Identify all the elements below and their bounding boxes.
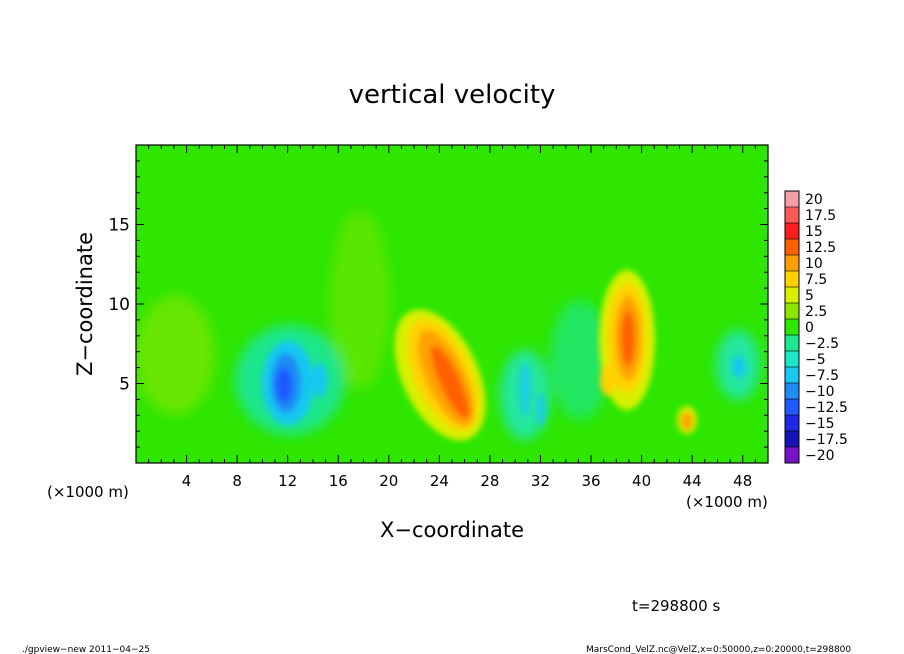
heatmap-pale-band-mid (330, 210, 390, 390)
colorbar-swatch (785, 239, 799, 256)
colorbar-swatch (785, 367, 799, 384)
colorbar-swatch (785, 271, 799, 288)
heatmap-downdraft-core (276, 367, 292, 403)
heatmap-cyan-halo-34 (550, 300, 610, 420)
x-tick-label: 48 (733, 472, 752, 490)
colorbar-label: −2.5 (805, 336, 839, 352)
x-tick-label: 28 (480, 472, 499, 490)
heatmap-downdraft-side (313, 362, 327, 398)
colorbar: 2017.51512.5107.552.50−2.5−5−7.5−10−12.5… (784, 190, 848, 464)
colorbar-swatch (785, 415, 799, 432)
heatmap-downdraft-47 (732, 356, 746, 378)
x-tick-label: 16 (329, 472, 348, 490)
colorbar-swatch (785, 191, 799, 208)
colorbar-swatch (785, 207, 799, 224)
colorbar-label: 15 (805, 224, 823, 240)
colorbar-label: 0 (805, 320, 814, 336)
colorbar-swatch (785, 399, 799, 416)
x-tick-label: 4 (182, 472, 192, 490)
heatmap-pale-band-left (136, 295, 215, 415)
heatmap-updraft-44-core (681, 412, 693, 430)
heatmap-updraft-24-core (430, 345, 470, 419)
x-tick-label: 24 (430, 472, 449, 490)
heatmap-field (136, 145, 768, 463)
x-tick-label: 20 (379, 472, 398, 490)
x-tick-label: 36 (581, 472, 600, 490)
y-axis-label: Z−coordinate (73, 232, 97, 376)
y-tick-label: 10 (108, 295, 130, 315)
colorbar-swatch (785, 255, 799, 272)
colorbar-label: −12.5 (805, 400, 848, 416)
colorbar-label: −5 (805, 352, 826, 368)
colorbar-label: 20 (805, 192, 823, 208)
x-axis-unit-right: (×1000 m) (686, 493, 768, 511)
colorbar-swatch (785, 303, 799, 320)
footer-right: MarsCond_VelZ.nc@VelZ,x=0:50000,z=0:2000… (586, 645, 851, 654)
colorbar-swatch (785, 383, 799, 400)
colorbar-label: 10 (805, 256, 823, 272)
colorbar-swatch (785, 287, 799, 304)
x-tick-label: 44 (683, 472, 702, 490)
axis-ticks (136, 145, 768, 463)
x-axis-label: X−coordinate (380, 518, 524, 542)
colorbar-label: −7.5 (805, 368, 839, 384)
x-tick-label: 40 (632, 472, 651, 490)
colorbar-label: −10 (805, 384, 835, 400)
colorbar-swatch (785, 431, 799, 448)
colorbar-label: −20 (805, 448, 835, 464)
y-tick-label: 15 (108, 216, 130, 236)
x-axis-unit-left: (×1000 m) (47, 483, 129, 501)
heatmap-updraft-37-side (600, 364, 616, 396)
heatmap-cyan-streak-30 (519, 364, 531, 416)
colorbar-label: −17.5 (805, 432, 848, 448)
x-tick-label: 8 (232, 472, 242, 490)
heatmap-updraft-39-core (621, 310, 635, 366)
footer-left: ./gpview−new 2011−04−25 (22, 645, 150, 654)
colorbar-swatch (785, 319, 799, 336)
colorbar-label: 17.5 (805, 208, 836, 224)
x-tick-label: 12 (278, 472, 297, 490)
time-annotation: t=298800 s (632, 597, 720, 615)
colorbar-swatch (785, 223, 799, 240)
colorbar-swatch (785, 335, 799, 352)
colorbar-label: 12.5 (805, 240, 836, 256)
heatmap-cyan-streak-32 (536, 394, 546, 426)
y-tick-label: 5 (119, 375, 130, 395)
colorbar-swatch (785, 447, 799, 464)
x-tick-label: 32 (531, 472, 550, 490)
colorbar-label: 5 (805, 288, 814, 304)
chart-title: vertical velocity (349, 80, 556, 110)
colorbar-label: 7.5 (805, 272, 827, 288)
colorbar-swatch (785, 351, 799, 368)
colorbar-label: −15 (805, 416, 835, 432)
colorbar-label: 2.5 (805, 304, 827, 320)
